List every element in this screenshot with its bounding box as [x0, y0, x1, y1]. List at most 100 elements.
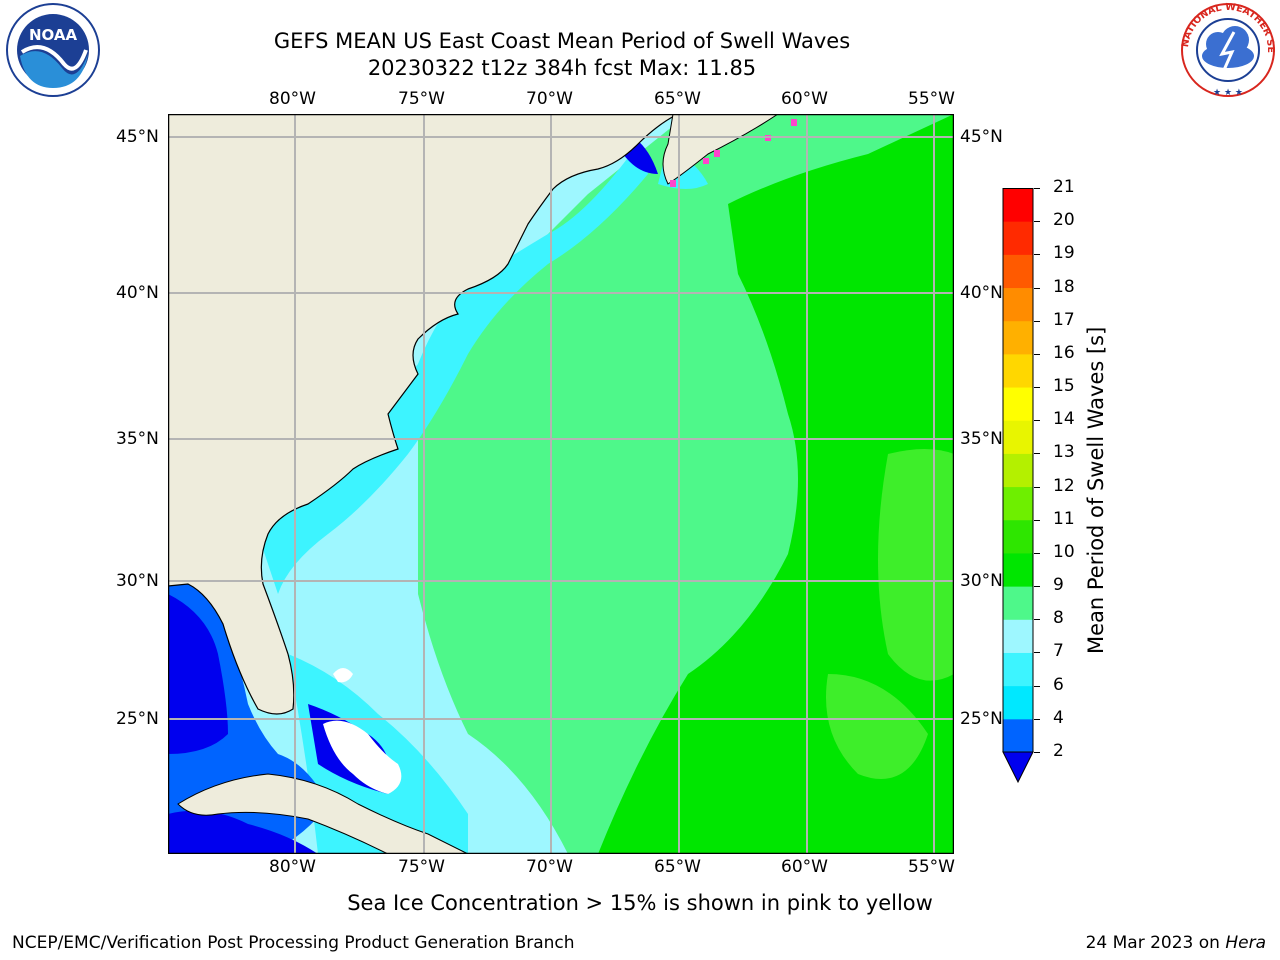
colorbar-tick-mark	[1034, 552, 1040, 554]
lon-label-top-60w: 60°W	[781, 89, 828, 109]
colorbar-segment	[1003, 619, 1033, 653]
colorbar	[1002, 188, 1034, 784]
colorbar-segment	[1003, 221, 1033, 255]
colorbar-tick-label: 17	[1053, 309, 1075, 330]
lon-label-top-80w: 80°W	[269, 89, 316, 109]
missing-data-bahamas	[323, 720, 402, 794]
period-2-4-gulf	[168, 594, 228, 754]
colorbar-tick-mark	[1034, 287, 1040, 289]
footer-date: 24 Mar 2023 on Hera	[1086, 933, 1266, 953]
colorbar-tick-label: 13	[1053, 442, 1075, 463]
colorbar-segment	[1003, 486, 1033, 521]
colorbar-tick-mark	[1034, 586, 1040, 588]
lat-label-right-45n: 45°N	[960, 127, 1003, 147]
colorbar-tick-mark	[1034, 519, 1040, 521]
lon-label-top-70w: 70°W	[526, 89, 573, 109]
lon-label-bottom-80w: 80°W	[269, 857, 316, 877]
land-nova-scotia	[662, 114, 779, 185]
colorbar-frame	[1002, 188, 1034, 753]
period-11-patch-1	[878, 449, 954, 681]
colorbar-segment	[1003, 387, 1033, 421]
footer-producer: NCEP/EMC/Verification Post Processing Pr…	[12, 933, 575, 953]
colorbar-tick-mark	[1034, 453, 1040, 455]
map-grid	[168, 114, 954, 854]
lon-label-bottom-55w: 55°W	[908, 857, 955, 877]
lon-label-top-55w: 55°W	[908, 89, 955, 109]
svg-text:★ ★ ★: ★ ★ ★	[1213, 88, 1243, 98]
colorbar-tick-mark	[1034, 387, 1040, 389]
lon-label-bottom-65w: 65°W	[654, 857, 701, 877]
colorbar-segment	[1003, 453, 1033, 488]
colorbar-tick-mark	[1034, 752, 1040, 753]
noaa-logo: NOAA	[2, 2, 104, 98]
colorbar-tick-label: 15	[1053, 376, 1075, 397]
colorbar-segment	[1003, 652, 1033, 687]
land-cuba	[177, 773, 469, 854]
colorbar-tick-mark	[1034, 353, 1040, 355]
colorbar-tick-mark	[1034, 619, 1040, 621]
colorbar-extend-min	[1002, 751, 1034, 784]
colorbar-tick-mark	[1034, 188, 1040, 189]
colorbar-label: Mean Period of Swell Waves [s]	[1084, 326, 1108, 654]
colorbar-tick-label: 11	[1053, 508, 1075, 529]
colorbar-segment	[1003, 586, 1033, 620]
chart-subtitle: 20230322 t12z 384h fcst Max: 11.85	[367, 56, 757, 80]
colorbar-tick-label: 21	[1053, 177, 1075, 197]
footer-host: Hera	[1225, 933, 1266, 953]
colorbar-tick-label: 16	[1053, 342, 1075, 363]
lon-label-bottom-75w: 75°W	[398, 857, 445, 877]
lat-label-left-45n: 45°N	[116, 127, 159, 147]
colorbar-tick-label: 10	[1053, 541, 1075, 562]
colorbar-tick-mark	[1034, 254, 1040, 256]
colorbar-tick-mark	[1034, 685, 1040, 687]
colorbar-segment	[1003, 718, 1033, 753]
lat-label-right-35n: 35°N	[960, 429, 1003, 449]
colorbar-tick-mark	[1034, 652, 1040, 654]
colorbar-tick-mark	[1034, 221, 1040, 223]
colorbar-tick-label: 6	[1053, 674, 1064, 695]
lat-label-left-35n: 35°N	[116, 429, 159, 449]
period-10-11-zone	[598, 114, 954, 854]
sea-ice-note: Sea Ice Concentration > 15% is shown in …	[347, 891, 933, 915]
lon-label-top-65w: 65°W	[654, 89, 701, 109]
colorbar-tick-label: 12	[1053, 475, 1075, 496]
colorbar-tick-label: 20	[1053, 210, 1075, 231]
lat-label-right-30n: 30°N	[960, 571, 1003, 591]
lat-label-left-30n: 30°N	[116, 571, 159, 591]
colorbar-tick-mark	[1034, 320, 1040, 322]
lat-label-left-25n: 25°N	[116, 709, 159, 729]
colorbar-segment	[1003, 320, 1033, 355]
colorbar-tick-label: 8	[1053, 608, 1064, 629]
noaa-logo-text: NOAA	[29, 26, 78, 44]
colorbar-tick-mark	[1034, 486, 1040, 488]
lat-label-right-40n: 40°N	[960, 283, 1003, 303]
swell-period-map	[167, 113, 955, 855]
colorbar-segment	[1003, 685, 1033, 720]
colorbar-tick-mark	[1034, 420, 1040, 422]
colorbar-tick-label: 19	[1053, 243, 1075, 264]
colorbar-tick-label: 14	[1053, 409, 1075, 430]
colorbar-tick-mark	[1034, 718, 1040, 720]
colorbar-segment	[1003, 420, 1033, 454]
lat-label-right-25n: 25°N	[960, 709, 1003, 729]
colorbar-tick-label: 2	[1053, 741, 1064, 761]
colorbar-tick-label: 7	[1053, 641, 1064, 662]
colorbar-segment	[1003, 353, 1033, 388]
colorbar-tick-label: 18	[1053, 276, 1075, 297]
colorbar-segment	[1003, 254, 1033, 289]
colorbar-segment	[1003, 552, 1033, 587]
footer-date-text: 24 Mar 2023 on	[1085, 933, 1226, 953]
colorbar-segment	[1003, 519, 1033, 554]
lon-label-bottom-60w: 60°W	[781, 857, 828, 877]
lon-label-bottom-70w: 70°W	[526, 857, 573, 877]
lat-label-left-40n: 40°N	[116, 283, 159, 303]
map-frame	[167, 113, 955, 855]
chart-title: GEFS MEAN US East Coast Mean Period of S…	[273, 29, 851, 53]
colorbar-segment	[1003, 287, 1033, 322]
colorbar-segment	[1003, 188, 1033, 222]
period-11-patch-2	[826, 674, 928, 779]
colorbar-tick-label: 4	[1053, 707, 1064, 728]
colorbar-tick-label: 9	[1053, 575, 1064, 596]
nws-logo: NATIONAL WEATHER SERVICE ★ ★ ★	[1174, 0, 1278, 98]
lon-label-top-75w: 75°W	[398, 89, 445, 109]
